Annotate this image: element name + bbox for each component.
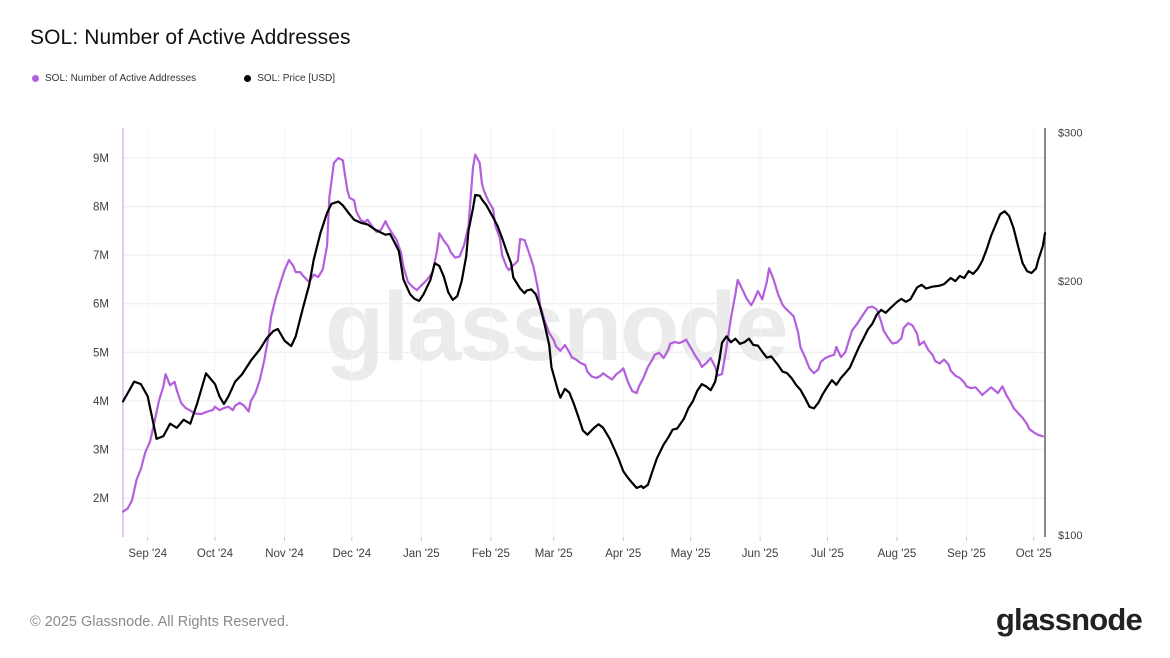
y-axis-right-tick-label: $100: [1058, 530, 1082, 542]
footer-copyright: © 2025 Glassnode. All Rights Reserved.: [30, 614, 289, 630]
legend-label-active-addresses: SOL: Number of Active Addresses: [45, 73, 197, 84]
legend-dot-price-icon: [244, 75, 252, 82]
y-axis-left-tick-label: 7M: [93, 250, 109, 262]
chart-legend: SOL: Number of Active Addresses SOL: Pri…: [32, 73, 335, 84]
x-axis-tick-label: Feb '25: [472, 548, 510, 560]
chart-plot-area[interactable]: glassnode 2M 3M 4M 5M 6M 7M 8M 9M $100 $200 $300 Se…: [0, 100, 1170, 580]
series-line-active-addresses[interactable]: [121, 153, 1044, 513]
y-axis-left-tick-label: 3M: [93, 444, 109, 456]
x-axis-tick-label: Aug '25: [878, 548, 917, 560]
x-axis-tick-label: Oct '24: [197, 548, 234, 560]
y-axis-left-tick-label: 2M: [93, 493, 109, 505]
x-axis-tick-label: Mar '25: [535, 548, 573, 560]
x-axis-tick-label: Sep '25: [947, 548, 986, 560]
x-axis-tick-label: Jul '25: [811, 548, 844, 560]
legend-dot-active-addresses-icon: [32, 75, 39, 82]
y-axis-left-tick-label: 5M: [93, 347, 109, 359]
x-axis-tick-label: Sep '24: [128, 548, 167, 560]
x-axis-tick-label: Nov '24: [265, 548, 304, 560]
legend-item-active-addresses[interactable]: SOL: Number of Active Addresses: [32, 73, 196, 84]
legend-item-price[interactable]: SOL: Price [USD]: [244, 73, 335, 84]
glassnode-logo[interactable]: glassnode: [995, 602, 1143, 637]
y-axis-right-tick-label: $200: [1058, 276, 1082, 288]
y-axis-left-tick-label: 8M: [93, 202, 109, 214]
y-axis-right-tick-label: $300: [1058, 128, 1082, 140]
y-axis-left-tick-label: 6M: [93, 299, 109, 311]
x-axis-tick-label: Dec '24: [332, 548, 371, 560]
page-title: SOL: Number of Active Addresses: [30, 26, 351, 49]
y-axis-left-tick-label: 9M: [93, 153, 109, 165]
series-line-price[interactable]: [121, 193, 1047, 490]
x-axis-tick-label: Jun '25: [742, 548, 779, 560]
x-axis-tick-label: Oct '25: [1016, 548, 1052, 560]
legend-label-price: SOL: Price [USD]: [257, 73, 335, 84]
y-axis-left-tick-label: 4M: [93, 396, 109, 408]
x-axis-tick-label: May '25: [671, 548, 711, 560]
x-axis-tick-label: Apr '25: [605, 548, 641, 560]
x-axis-tick-label: Jan '25: [403, 548, 440, 560]
